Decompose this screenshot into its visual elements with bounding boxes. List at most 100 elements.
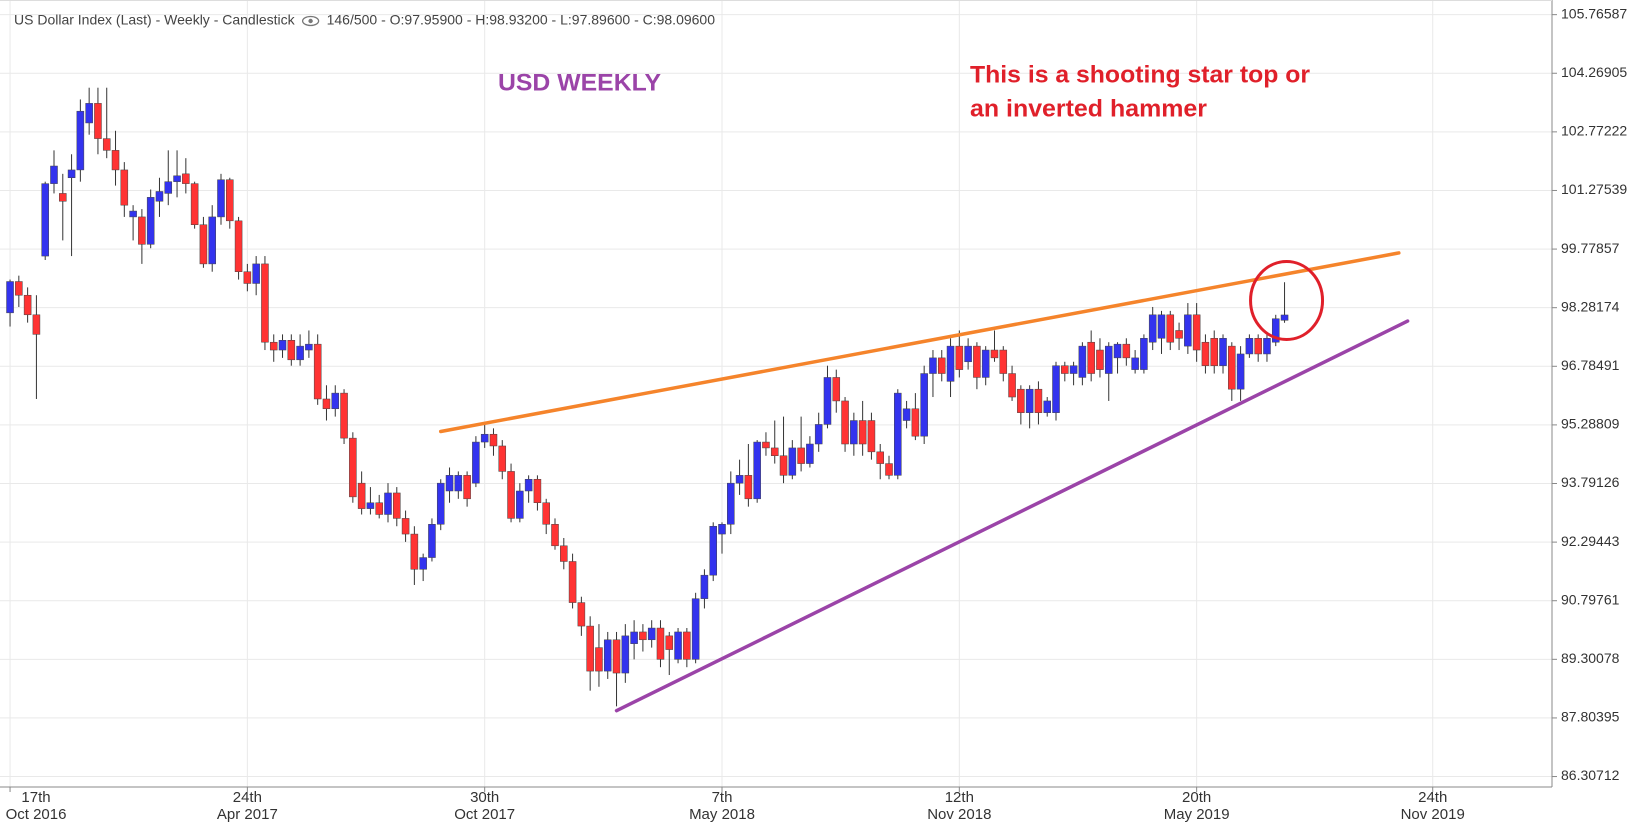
candle-body (428, 524, 436, 558)
highlight-circle (1249, 260, 1325, 342)
x-tick-label: Apr 2017 (217, 806, 278, 823)
candle-body (841, 400, 849, 445)
candle-body (164, 181, 173, 194)
candle-body (199, 224, 208, 265)
candle-body (305, 343, 313, 351)
y-tick-label: 86.30712 (1561, 767, 1620, 783)
x-tick-label: 12th (945, 789, 974, 806)
y-tick-label: 96.78491 (1561, 357, 1620, 373)
candle-body (23, 294, 32, 316)
candle-body (691, 598, 700, 660)
candles (6, 87, 1289, 707)
candle-body (858, 420, 867, 445)
candle-body (683, 631, 691, 660)
candle-body (1271, 318, 1280, 343)
y-tick-label: 93.79126 (1561, 474, 1620, 490)
candle-body (1201, 341, 1210, 366)
candle-body (138, 216, 146, 245)
visibility-icon[interactable] (301, 15, 320, 27)
x-tick-label: 30th (470, 789, 499, 806)
x-tick-label: Nov 2019 (1401, 806, 1465, 823)
candle-body (955, 345, 964, 370)
candle-body (639, 631, 647, 641)
candle-body (1192, 314, 1201, 351)
candle-body (296, 345, 304, 361)
candle-body (454, 475, 463, 492)
candle-body (226, 179, 234, 222)
candle-body (436, 482, 445, 525)
candle-body (665, 635, 674, 650)
candle-body (937, 357, 946, 374)
candle-body (76, 110, 85, 171)
candle-body (1052, 365, 1060, 413)
candle-body (516, 490, 524, 519)
candle-body (120, 169, 129, 206)
candle-body (1069, 365, 1078, 374)
y-tick-label: 102.77222 (1561, 123, 1627, 139)
annotation: This is a shooting star top or (970, 61, 1310, 88)
x-tick-label: 20th (1182, 789, 1211, 806)
candle-body (1263, 338, 1271, 355)
candle-body (1034, 388, 1043, 413)
candle-body (190, 183, 199, 225)
candle-body (885, 463, 893, 476)
candle-body (1025, 388, 1034, 413)
candle-body (155, 191, 164, 202)
candle-body (1236, 353, 1245, 390)
candle-body (1219, 338, 1227, 366)
chart-subtitle: 146/500 - O:97.95900 - H:98.93200 - L:97… (327, 12, 716, 28)
candle-body (111, 150, 120, 171)
candle-body (322, 398, 331, 410)
candle-body (208, 216, 216, 265)
candle-body (647, 627, 656, 641)
candle-body (603, 639, 612, 672)
candle-body (753, 441, 761, 500)
candle-body (1096, 349, 1104, 370)
candle-body (577, 602, 586, 627)
candle-body (533, 478, 542, 503)
candle-body (1166, 314, 1175, 343)
candle-body (1210, 338, 1218, 366)
y-tick-label: 98.28174 (1561, 298, 1620, 314)
candle-body (814, 424, 823, 445)
candle-body (946, 345, 955, 382)
candle-body (911, 408, 920, 437)
x-tick-label: Nov 2018 (927, 806, 991, 823)
candle-body (287, 340, 296, 361)
candle-body (612, 639, 621, 674)
x-tick-label: Oct 2017 (454, 806, 515, 823)
x-tick-label: Oct 2016 (6, 806, 67, 823)
candle-body (586, 625, 594, 672)
candle-body (1017, 388, 1025, 413)
candle-body (964, 345, 972, 363)
candle-body (894, 392, 902, 476)
candle-body (1148, 314, 1157, 343)
candle-body (920, 373, 928, 437)
y-tick-label: 99.77857 (1561, 240, 1620, 256)
candle-body (770, 447, 779, 457)
candle-body (67, 169, 76, 179)
annotation: USD WEEKLY (498, 69, 661, 96)
candle-body (973, 345, 981, 378)
candle-body (349, 437, 357, 498)
candle-body (744, 475, 753, 500)
x-tick-label: 7th (712, 789, 733, 806)
candle-body (375, 502, 383, 515)
candle-body (173, 175, 181, 182)
candle-body (234, 220, 243, 272)
candle-body (1061, 365, 1069, 374)
y-tick-label: 101.27539 (1561, 181, 1627, 197)
candle-body (621, 635, 630, 674)
candle-body (999, 349, 1008, 374)
candle-body (331, 392, 340, 410)
x-tick-label: 17th (21, 789, 50, 806)
candle-body (463, 475, 471, 500)
y-tick-label: 87.80395 (1561, 709, 1620, 725)
candle-body (1254, 338, 1262, 355)
x-tick-label: May 2018 (689, 806, 755, 823)
candle-body (709, 525, 717, 576)
y-tick-label: 92.29443 (1561, 533, 1620, 549)
candle-body (489, 433, 498, 447)
candle-body (1104, 345, 1113, 374)
